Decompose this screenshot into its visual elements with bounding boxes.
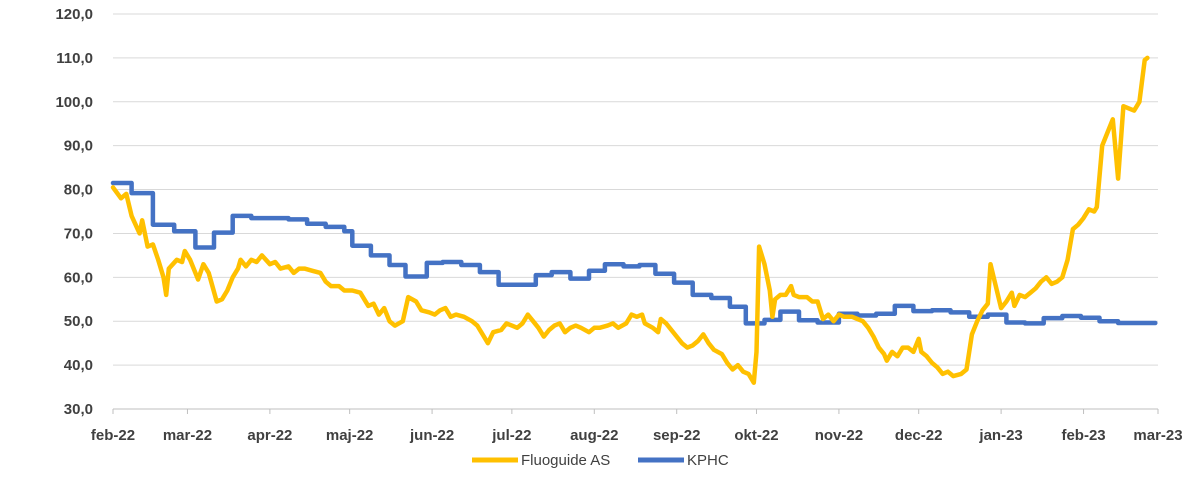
y-tick-label: 50,0 <box>64 313 93 330</box>
x-tick-label: jun-22 <box>409 427 454 444</box>
x-tick-label: mar-23 <box>1133 427 1182 444</box>
x-tick-label: dec-22 <box>895 427 943 444</box>
y-tick-label: 40,0 <box>64 357 93 374</box>
series-line-fluoguide-as <box>110 55 1150 385</box>
gridlines <box>113 13 1158 366</box>
y-tick-label: 30,0 <box>64 401 93 418</box>
x-tick-label: jan-23 <box>978 427 1022 444</box>
legend-label-fluoguide: Fluoguide AS <box>521 452 610 469</box>
x-tick-label: apr-22 <box>247 427 292 444</box>
x-tick-label: feb-23 <box>1061 427 1105 444</box>
x-tick-label: feb-22 <box>91 427 135 444</box>
y-tick-label: 110,0 <box>56 50 93 67</box>
y-tick-label: 70,0 <box>64 225 93 242</box>
y-axis-tick-labels: 30,0 40,0 50,0 60,0 70,0 80,0 90,0 100,0 110,0 12… <box>55 6 93 418</box>
legend-label-kphc: KPHC <box>687 452 729 469</box>
legend: Fluoguide AS KPHC <box>472 452 729 469</box>
x-axis-tick-labels: feb-22 mar-22 apr-22 maj-22 jun-22 jul-22 aug-… <box>91 427 1183 444</box>
y-tick-label: 80,0 <box>64 182 93 199</box>
y-tick-label: 60,0 <box>64 269 93 286</box>
x-tick-label: jul-22 <box>491 427 531 444</box>
x-tick-label: mar-22 <box>163 427 212 444</box>
series-lines <box>110 55 1158 385</box>
series-line-kphc <box>110 180 1158 326</box>
x-tick-label: nov-22 <box>815 427 863 444</box>
x-tick-label: aug-22 <box>570 427 618 444</box>
y-tick-label: 100,0 <box>55 94 93 111</box>
x-tick-label: okt-22 <box>734 427 778 444</box>
y-tick-label: 120,0 <box>55 6 93 23</box>
x-tick-label: sep-22 <box>653 427 701 444</box>
x-tick-label: maj-22 <box>326 427 374 444</box>
y-tick-label: 90,0 <box>64 138 93 155</box>
x-axis <box>112 408 1159 414</box>
